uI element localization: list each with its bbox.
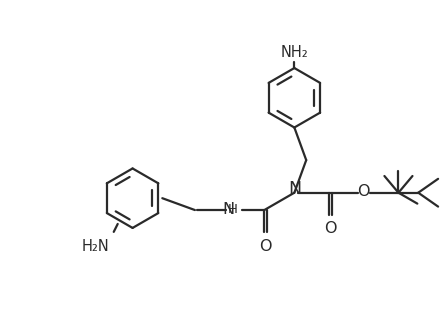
Text: N: N	[222, 202, 235, 217]
Text: H: H	[228, 203, 237, 216]
Text: O: O	[324, 221, 336, 236]
Text: N: N	[288, 180, 301, 198]
Text: O: O	[358, 184, 370, 199]
Text: H₂N: H₂N	[82, 239, 110, 254]
Text: NH₂: NH₂	[281, 45, 308, 60]
Text: O: O	[259, 239, 271, 254]
